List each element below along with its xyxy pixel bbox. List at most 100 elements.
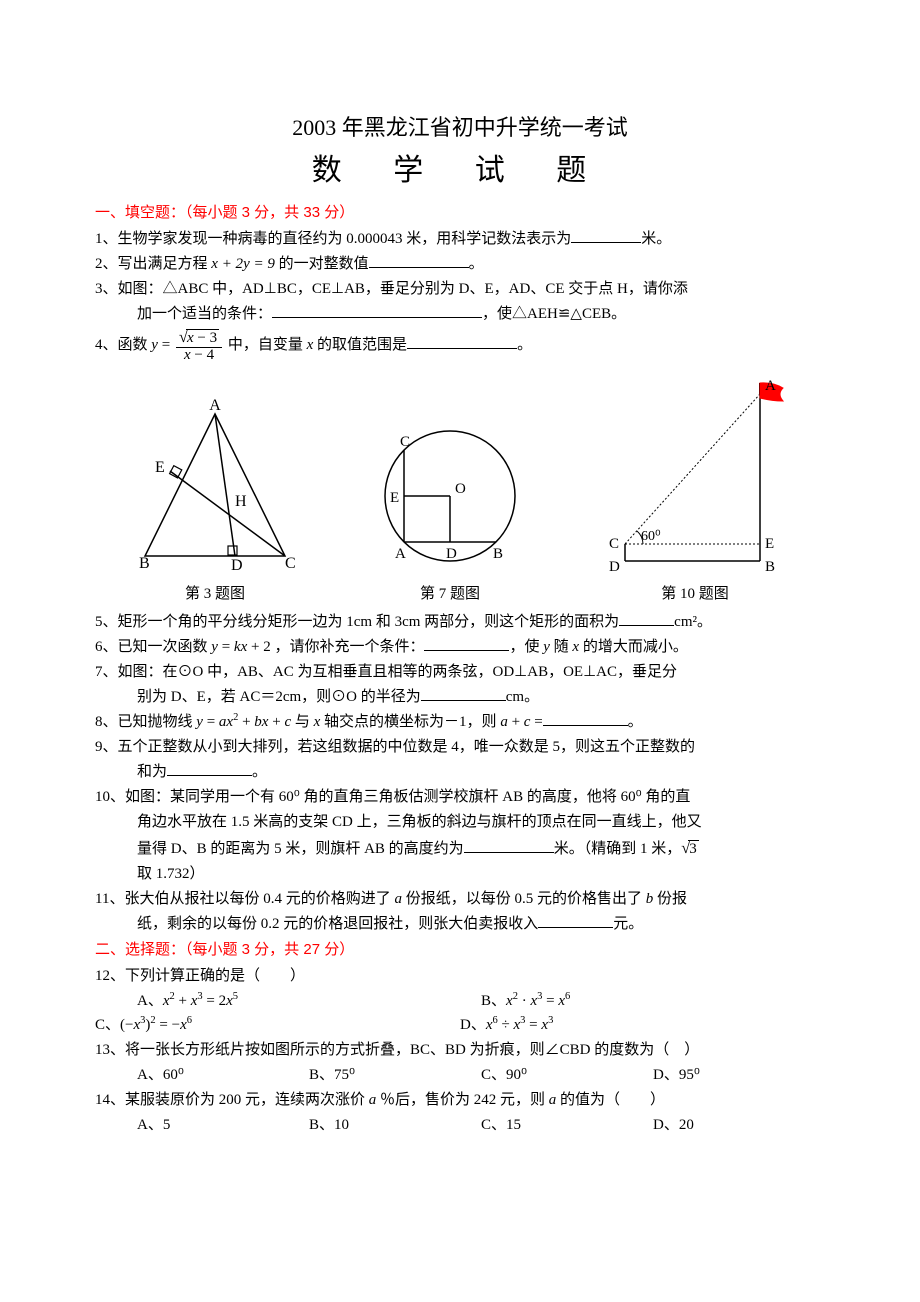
question-12: 12、下列计算正确的是（ ） [95,964,825,988]
q12-opt-A: A、x2 + x3 = 2x5 [137,989,481,1013]
q4-equation: y = [151,337,174,353]
q10-a: 10、如图：某同学用一个有 60⁰ 角的直角三角板估测学校旗杆 AB 的高度，他… [95,789,690,805]
section-2-header: 二、选择题：（每小题 3 分，共 27 分） [95,938,825,962]
q6-blank [424,635,509,650]
q12-options-row1: A、x2 + x3 = 2x5 B、x2 · x3 = x6 [95,989,825,1013]
q10-blank [464,837,554,852]
fig3-caption: 第 3 题图 [125,582,305,606]
question-4: 4、函数 y = √x − 3 x − 4 中，自变量 x 的取值范围是。 [95,327,825,363]
question-7-line1: 7、如图：在⊙O 中，AB、AC 为互相垂直且相等的两条弦，OD⊥AB，OE⊥A… [95,660,825,684]
q14-opt-D: D、20 [653,1113,825,1137]
svg-text:D: D [231,557,243,574]
figure-row: A B C D E H 第 3 题图 C E O A D B [95,376,825,606]
q13-opt-D: D、95⁰ [653,1063,825,1087]
q6-c: ，使 [509,639,543,655]
q1-blank [571,228,641,243]
q2-tail: 。 [469,256,484,272]
svg-text:A: A [765,378,776,394]
svg-text:D: D [609,559,620,575]
q4-blank [407,334,517,349]
question-9-line2: 和为。 [95,760,825,784]
q14-opt-C: C、15 [481,1113,653,1137]
q14-opt-A: A、5 [137,1113,309,1137]
svg-text:E: E [390,490,399,506]
question-9-line1: 9、五个正整数从小到大排列，若这组数据的中位数是 4，唯一众数是 5，则这五个正… [95,735,825,759]
q9-blank [167,760,252,775]
q4-mid: 中，自变量 [228,337,307,353]
q11-e: 元。 [613,916,643,932]
svg-text:D: D [446,546,457,562]
q8-blank [543,710,628,725]
svg-text:60⁰: 60⁰ [641,529,661,544]
question-10-line2: 角边水平放在 1.5 米高的支架 CD 上，三角板的斜边与旗杆的顶点在同一直线上… [95,810,825,834]
q3-b: 加一个适当的条件： [137,306,272,322]
page-title-1: 2003 年黑龙江省初中升学统一考试 [95,110,825,145]
figure-10: A C D E B 60⁰ 第 10 题图 [595,376,795,606]
q1-tail: 米。 [641,231,671,247]
question-14: 14、某服装原价为 200 元，连续两次涨价 a ％后，售价为 242 元，则 … [95,1088,825,1112]
question-8: 8、已知抛物线 y = ax2 + bx + c 与 x 轴交点的横坐标为－1，… [95,710,825,734]
figure-10-svg: A C D E B 60⁰ [595,376,795,576]
q11-b: 份报纸，以每份 0.5 元的价格售出了 [402,891,646,907]
q5-b: cm²。 [674,614,712,630]
page-title-2: 数 学 试 题 [95,147,825,195]
question-1: 1、生物学家发现一种病毒的直径约为 0.000043 米，用科学记数法表示为 米。 [95,227,825,251]
q10-d: 米。（精确到 1 米， [554,841,682,857]
question-11-line2: 纸，剩余的以每份 0.2 元的价格退回报社，则张大伯卖报收入 元。 [95,912,825,936]
q2-eq: x + 2y = 9 [211,256,275,272]
svg-text:C: C [285,555,296,572]
q8-eq2: a + c = [500,714,542,730]
svg-text:C: C [609,536,619,552]
q8-a: 8、已知抛物线 [95,714,196,730]
q11-a: 11、张大伯从报社以每份 0.4 元的价格购进了 [95,891,394,907]
fig10-caption: 第 10 题图 [595,582,795,606]
q13-options: A、60⁰ B、75⁰ C、90⁰ D、95⁰ [95,1063,825,1087]
q5-a: 5、矩形一个角的平分线分矩形一边为 1cm 和 3cm 两部分，则这个矩形的面积… [95,614,619,630]
q13-opt-C: C、90⁰ [481,1063,653,1087]
q12-opt-D: D、x6 ÷ x3 = x3 [460,1013,825,1037]
q14-c: 的值为（ ） [556,1092,665,1108]
q7-c: cm。 [506,689,539,705]
question-7-line2: 别为 D、E，若 AC＝2cm，则⊙O 的半径为 cm。 [95,685,825,709]
question-3-line2: 加一个适当的条件： ，使△AEH≌△CEB。 [95,302,825,326]
q10-c: 量得 D、B 的距离为 5 米，则旗杆 AB 的高度约为 [137,841,464,857]
figure-3-svg: A B C D E H [125,396,305,576]
q11-blank [538,913,613,928]
svg-text:H: H [235,493,247,510]
q6-b: ，请你补充一个条件： [271,639,425,655]
figure-7: C E O A D B 第 7 题图 [365,416,535,606]
q12-opt-C: C、(−x3)2 = −x6 [95,1013,460,1037]
q4-tail: 。 [517,337,532,353]
q9-a: 9、五个正整数从小到大排列，若这组数据的中位数是 4，唯一众数是 5，则这五个正… [95,739,695,755]
exam-page: 2003 年黑龙江省初中升学统一考试 数 学 试 题 一、填空题：（每小题 3 … [0,0,920,1197]
question-13: 13、将一张长方形纸片按如图所示的方式折叠，BC、BD 为折痕，则∠CBD 的度… [95,1038,825,1062]
q3-c: ，使△AEH≌△CEB。 [482,306,626,322]
q5-blank [619,610,674,625]
question-5: 5、矩形一个角的平分线分矩形一边为 1cm 和 3cm 两部分，则这个矩形的面积… [95,610,825,634]
svg-text:B: B [765,559,775,575]
q11-c: 份报 [653,891,687,907]
q13-text: 13、将一张长方形纸片按如图所示的方式折叠，BC、BD 为折痕，则∠CBD 的度… [95,1042,699,1058]
q6-eq: y = kx + 2 [211,639,270,655]
svg-text:E: E [155,459,165,476]
svg-text:A: A [395,546,406,562]
q2-post: 的一对整数值 [275,256,369,272]
svg-text:C: C [400,434,410,450]
svg-text:A: A [209,397,221,414]
q13-opt-B: B、75⁰ [309,1063,481,1087]
figure-3: A B C D E H 第 3 题图 [125,396,305,606]
q2-blank [369,253,469,268]
svg-text:B: B [139,555,150,572]
q7-b: 别为 D、E，若 AC＝2cm，则⊙O 的半径为 [137,689,421,705]
q6-a: 6、已知一次函数 [95,639,211,655]
q2-pre: 2、写出满足方程 [95,256,211,272]
fig7-caption: 第 7 题图 [365,582,535,606]
q1-text: 1、生物学家发现一种病毒的直径约为 0.000043 米，用科学记数法表示为 [95,231,571,247]
q8-tail: 。 [628,714,643,730]
q13-opt-A: A、60⁰ [137,1063,309,1087]
q12-text: 12、下列计算正确的是（ ） [95,968,305,984]
section-1-header: 一、填空题：（每小题 3 分，共 33 分） [95,201,825,225]
svg-text:O: O [455,481,466,497]
svg-text:E: E [765,536,774,552]
q11-d: 纸，剩余的以每份 0.2 元的价格退回报社，则张大伯卖报收入 [137,916,538,932]
